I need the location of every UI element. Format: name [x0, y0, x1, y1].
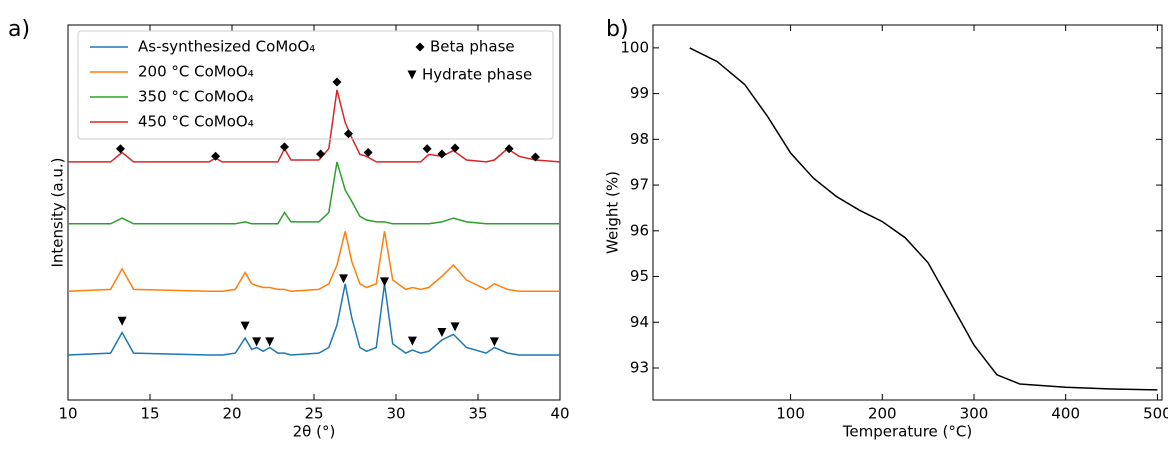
phase-marker — [437, 149, 447, 159]
x-tick-label: 25 — [304, 405, 323, 423]
x-tick-label: 35 — [468, 405, 487, 423]
data-line — [689, 47, 1158, 391]
legend-frame — [77, 30, 554, 140]
x-tick-label: 300 — [960, 405, 989, 423]
phase-marker — [339, 274, 349, 284]
x-axis-label: Temperature (°C) — [842, 423, 972, 441]
y-tick-label: 98 — [630, 130, 649, 148]
x-tick-label: 400 — [1051, 405, 1080, 423]
y-tick-label: 96 — [630, 221, 649, 239]
phase-marker — [407, 336, 417, 346]
phase-marker — [265, 337, 275, 347]
legend-marker — [407, 70, 417, 80]
phase-marker — [380, 277, 390, 287]
x-tick-label: 20 — [222, 405, 241, 423]
phase-marker — [211, 151, 221, 161]
x-tick-label: 40 — [550, 405, 569, 423]
y-tick-label: 93 — [630, 358, 649, 376]
y-tick-label: 100 — [620, 38, 649, 56]
phase-marker — [363, 148, 373, 157]
x-tick-label: 15 — [140, 405, 159, 423]
phase-marker — [530, 152, 540, 162]
y-axis-label: Intensity (a.u.) — [49, 158, 67, 268]
phase-marker — [437, 328, 447, 337]
data-line — [68, 161, 560, 225]
panel-label: a) — [8, 17, 30, 42]
phase-marker — [332, 77, 342, 87]
y-tick-label: 94 — [630, 313, 649, 331]
phase-marker — [489, 337, 499, 347]
data-line — [68, 89, 561, 163]
y-tick-label: 97 — [630, 176, 649, 194]
legend-label: 350 °C CoMoO₄ — [138, 88, 254, 106]
phase-marker — [450, 322, 460, 332]
phase-marker — [115, 144, 125, 154]
phase-marker — [343, 129, 353, 139]
phase-marker — [252, 337, 262, 347]
legend-label: Beta phase — [430, 38, 515, 56]
y-tick-label: 95 — [630, 267, 649, 285]
phase-marker — [117, 316, 127, 326]
legend-label: 200 °C CoMoO₄ — [138, 63, 254, 81]
panel-label: b) — [606, 17, 629, 42]
x-tick-label: 10 — [58, 405, 77, 423]
phase-marker — [450, 143, 460, 153]
data-line — [67, 231, 560, 293]
phase-marker — [422, 144, 432, 154]
phase-marker — [316, 149, 326, 159]
phase-marker — [279, 142, 289, 152]
legend-label: 450 °C CoMoO₄ — [138, 113, 254, 131]
x-axis-label: 2θ (°) — [293, 423, 336, 441]
legend-marker — [415, 42, 425, 52]
x-tick-label: 500 — [1143, 405, 1168, 423]
y-tick-label: 99 — [630, 84, 649, 102]
plot-frame — [652, 24, 1163, 401]
y-axis-label: Weight (%) — [604, 171, 622, 254]
x-tick-label: 30 — [386, 405, 405, 423]
phase-marker — [504, 144, 514, 154]
data-line — [67, 283, 560, 356]
x-tick-label: 200 — [868, 405, 897, 423]
phase-marker — [240, 321, 250, 331]
legend-label: As-synthesized CoMoO₄ — [138, 38, 315, 56]
legend-label: Hydrate phase — [422, 66, 532, 84]
x-tick-label: 100 — [776, 405, 805, 423]
